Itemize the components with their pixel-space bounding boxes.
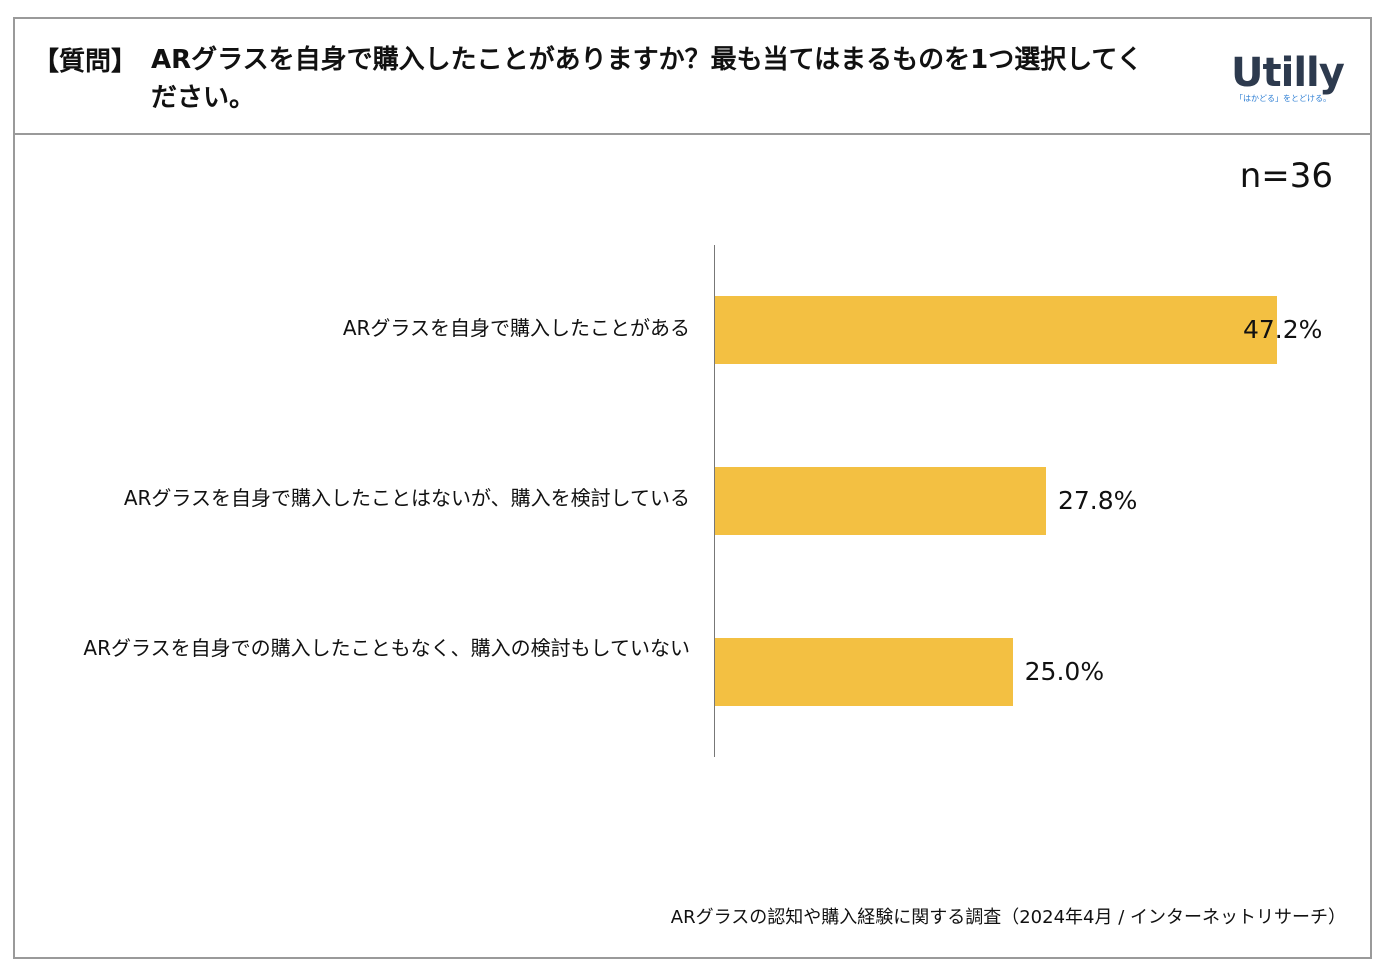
chart-frame xyxy=(13,17,1372,959)
category-label: ARグラスを自身で購入したことはないが、購入を検討している xyxy=(123,486,690,510)
source-note: ARグラスの認知や購入経験に関する調査（2024年4月 / インターネットリサー… xyxy=(670,907,1346,928)
bar xyxy=(715,296,1277,364)
value-label: 27.8% xyxy=(1058,486,1138,515)
question-tag: 【質問】 xyxy=(33,47,138,77)
bar xyxy=(715,467,1046,535)
category-axis xyxy=(714,245,715,757)
bar xyxy=(715,638,1013,706)
category-label: ARグラスを自身で購入したことがある xyxy=(342,316,690,340)
category-label: ARグラスを自身での購入したこともなく、購入の検討もしていない xyxy=(83,636,690,660)
sample-size: n=36 xyxy=(1239,156,1333,196)
value-label: 25.0% xyxy=(1024,657,1105,686)
utilly-logo: Utilly 「はかどる」をとどける。 xyxy=(1231,51,1351,121)
question-header: 【質問】 ARグラスを自身で購入したことがありますか？最も当てはまるものを1つ選… xyxy=(13,17,1372,135)
question-text: ARグラスを自身で購入したことがありますか？最も当てはまるものを1つ選択してくだ… xyxy=(151,45,1143,113)
value-label: 47.2% xyxy=(1243,315,1323,344)
logo-wordmark: Utilly xyxy=(1231,50,1345,96)
logo-tagline: 「はかどる」をとどける。 xyxy=(1235,94,1331,103)
